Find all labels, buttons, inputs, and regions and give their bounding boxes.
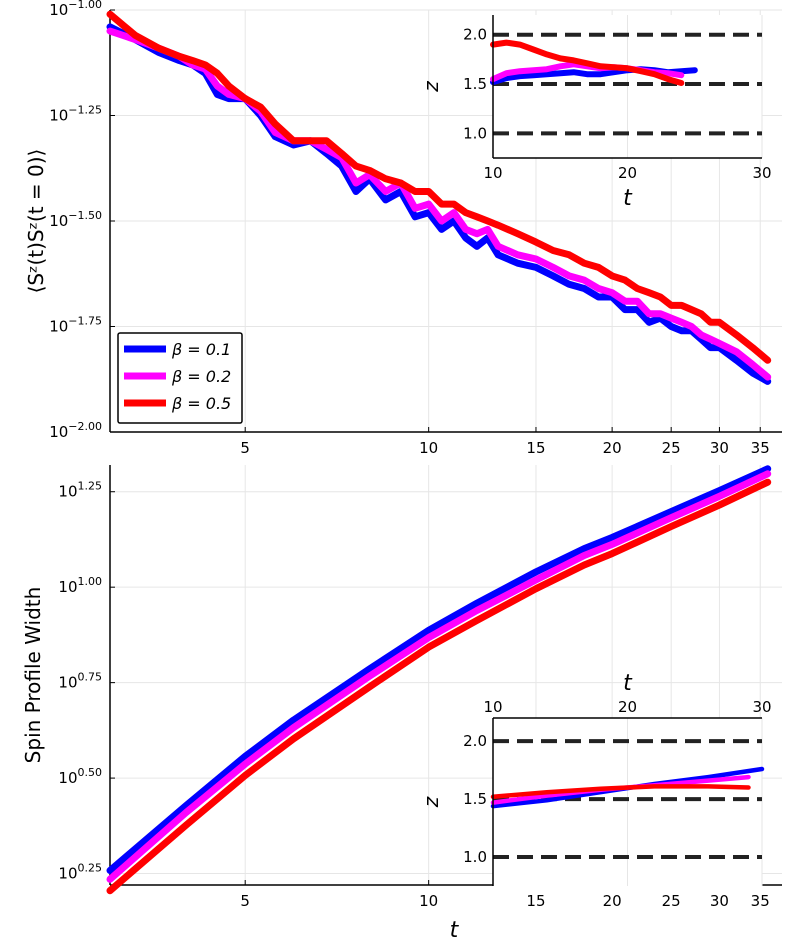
series-line-2 [106,470,772,883]
y-tick-label: 10−1.75 [49,315,102,336]
y-tick-exponent: −1.00 [68,0,102,11]
y-tick-base: 10 [58,483,77,501]
y-tick-exponent: 0.50 [78,766,103,779]
legend: β = 0.1 β = 0.2 β = 0.5 [117,332,243,424]
y-tick-exponent: −2.00 [68,420,102,433]
y-tick-base: 10 [58,769,77,787]
y-axis-label: ⟨Sᶻ(t)Sᶻ(t = 0)⟩ [24,149,48,294]
inset-x-tick-label: 10 [483,698,502,716]
y-tick-exponent: 0.75 [78,671,103,684]
top-panel: 5 10 15 20 25 30 3510−2.0010−1.7510−1.5010−1.2… [24,0,782,457]
y-tick-base: 10 [58,578,77,596]
inset-x-tick-label: 30 [752,164,771,182]
inset-y-tick-label: 2.0 [463,26,487,44]
x-tick-label: 15 [526,892,545,910]
x-tick-label: 20 [603,892,622,910]
y-tick-exponent: 0.25 [78,862,103,875]
legend-label-3: β = 0.5 [171,394,231,413]
x-tick-label: 25 [662,892,681,910]
y-tick-label: 10−1.25 [49,104,102,125]
inset-x-axis-label: t [623,186,633,211]
y-tick-exponent: 1.25 [78,480,103,493]
inset-series-line-3 [490,784,751,800]
y-tick-base: 10 [58,865,77,883]
bottom-panel: 5 10 15 20 25 30 35100.25100.50100.75101.00101… [21,465,782,943]
x-tick-label: 5 [240,439,250,457]
x-tick-label: 20 [603,439,622,457]
y-tick-base: 10 [49,212,68,230]
legend-label-1: β = 0.1 [171,340,231,359]
legend-label-2: β = 0.2 [171,367,231,386]
y-tick-label: 101.00 [58,575,102,596]
y-tick-base: 10 [58,674,77,692]
y-tick-base: 10 [49,423,68,441]
y-tick-label: 100.50 [58,766,102,787]
x-tick-label: 10 [419,892,438,910]
y-tick-base: 10 [49,318,68,336]
x-tick-label: 35 [751,439,770,457]
inset-x-tick-label: 20 [618,698,637,716]
x-tick-label: 25 [662,439,681,457]
series-line-1 [106,465,772,874]
x-axis-label: t [450,918,460,943]
inset-y-tick-label: 1.5 [463,75,487,93]
inset-y-axis-label: z [419,796,443,808]
inset-y-tick-label: 1.0 [463,124,487,142]
inset-x-tick-label: 20 [618,164,637,182]
x-tick-label: 10 [419,439,438,457]
inset-plot: 10 20 30 1.0 1.5 2.0 t z [419,15,772,211]
x-tick-label: 5 [240,892,250,910]
inset-plot: 10 20 30 1.0 1.5 2.0 t z [419,671,772,886]
y-tick-label: 10−2.00 [49,420,102,441]
x-tick-label: 30 [710,892,729,910]
inset-series-line-3 [490,39,685,86]
x-tick-label: 35 [751,892,770,910]
inset-y-axis-label: z [419,81,443,93]
x-tick-label: 15 [526,439,545,457]
series-line-3 [106,478,772,895]
y-tick-exponent: 1.00 [78,575,103,588]
y-tick-base: 10 [49,107,68,125]
y-tick-label: 10−1.00 [49,0,102,19]
inset-x-axis-label: t [623,671,633,696]
y-tick-base: 10 [49,1,68,19]
y-tick-label: 101.25 [58,480,102,501]
y-tick-label: 100.25 [58,862,102,883]
y-axis-label: Spin Profile Width [21,587,45,764]
x-tick-label: 30 [710,439,729,457]
inset-y-tick-label: 1.5 [463,790,487,808]
y-tick-exponent: −1.50 [68,209,102,222]
y-tick-label: 10−1.50 [49,209,102,230]
inset-x-tick-label: 10 [483,164,502,182]
y-tick-exponent: −1.25 [68,104,102,117]
series-line-3 [106,10,772,364]
y-tick-exponent: −1.75 [68,315,102,328]
inset-y-tick-label: 1.0 [463,848,487,866]
inset-x-tick-label: 30 [752,698,771,716]
inset-y-tick-label: 2.0 [463,732,487,750]
y-tick-label: 100.75 [58,671,102,692]
